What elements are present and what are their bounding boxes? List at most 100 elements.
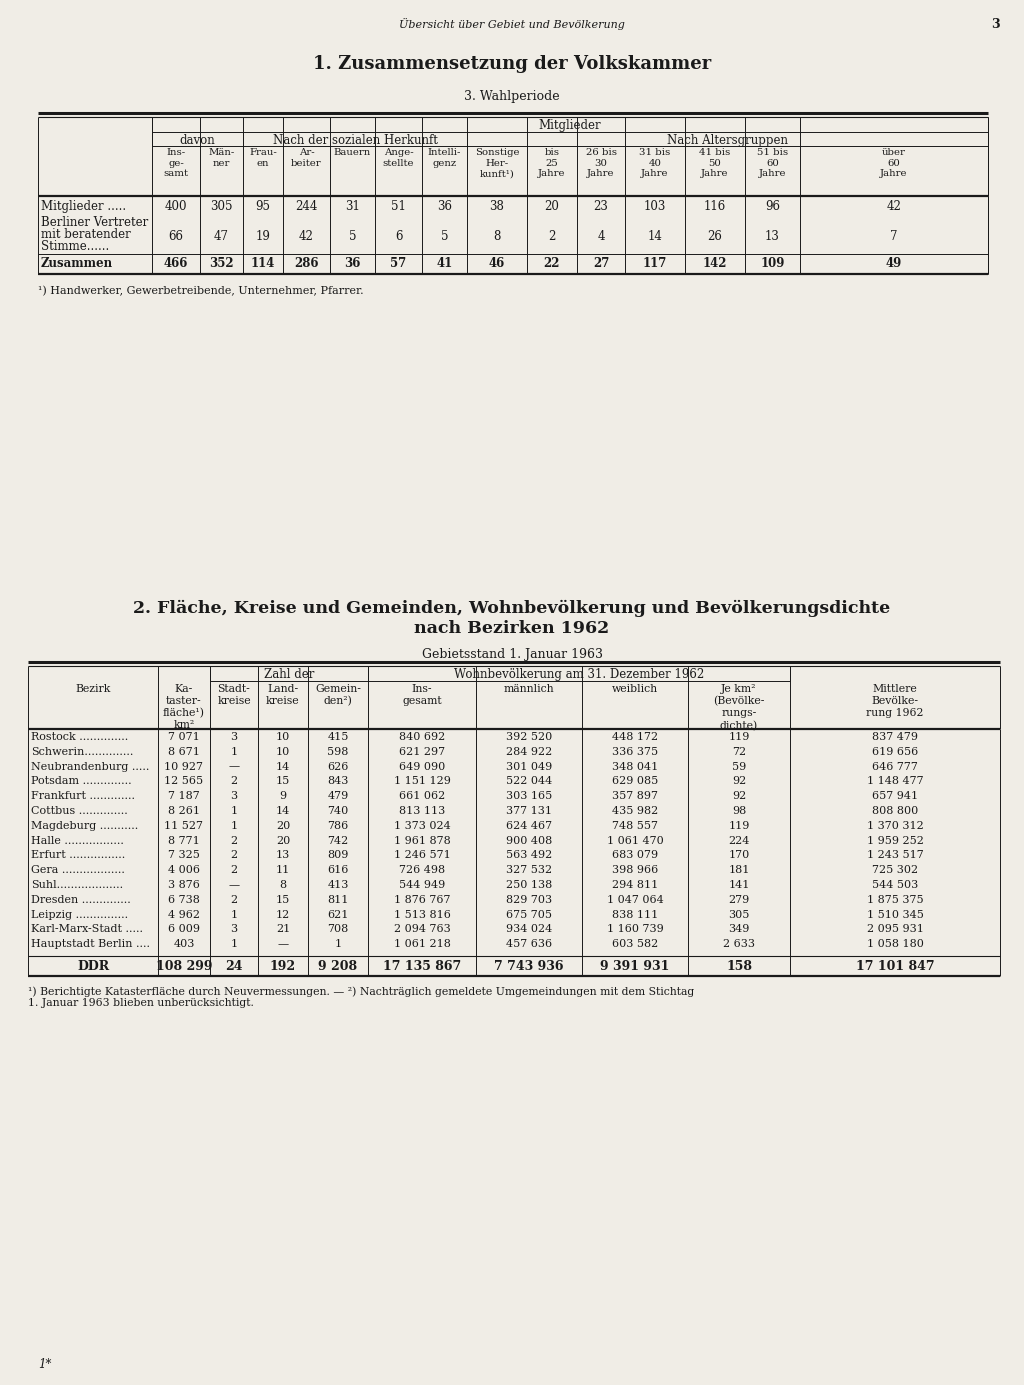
Text: 327 532: 327 532 xyxy=(506,866,552,875)
Text: 36: 36 xyxy=(344,258,360,270)
Text: 725 302: 725 302 xyxy=(872,866,919,875)
Text: 1 246 571: 1 246 571 xyxy=(393,850,451,860)
Text: 9 391 931: 9 391 931 xyxy=(600,960,670,974)
Text: 181: 181 xyxy=(728,866,750,875)
Text: 119: 119 xyxy=(728,821,750,831)
Text: 26 bis
30
Jahre: 26 bis 30 Jahre xyxy=(586,148,616,179)
Text: 3 876: 3 876 xyxy=(168,879,200,891)
Text: 4: 4 xyxy=(597,230,605,242)
Text: 21: 21 xyxy=(275,924,290,935)
Text: 2 095 931: 2 095 931 xyxy=(866,924,924,935)
Text: mit beratender: mit beratender xyxy=(41,229,131,241)
Text: 479: 479 xyxy=(328,791,348,801)
Text: Stimme......: Stimme...... xyxy=(41,240,110,253)
Text: 114: 114 xyxy=(251,258,275,270)
Text: Mitglieder: Mitglieder xyxy=(539,119,601,132)
Text: 1 061 470: 1 061 470 xyxy=(606,835,664,846)
Text: 7 071: 7 071 xyxy=(168,733,200,742)
Text: nach Bezirken 1962: nach Bezirken 1962 xyxy=(415,620,609,637)
Text: 661 062: 661 062 xyxy=(399,791,445,801)
Text: 31 bis
40
Jahre: 31 bis 40 Jahre xyxy=(639,148,671,179)
Text: 415: 415 xyxy=(328,733,349,742)
Text: 31: 31 xyxy=(345,199,360,213)
Text: 8: 8 xyxy=(280,879,287,891)
Text: Bezirk: Bezirk xyxy=(76,684,111,694)
Text: 657 941: 657 941 xyxy=(872,791,919,801)
Text: 1 151 129: 1 151 129 xyxy=(393,777,451,787)
Text: 47: 47 xyxy=(214,230,229,242)
Text: Karl-Marx-Stadt .....: Karl-Marx-Stadt ..... xyxy=(31,924,143,935)
Text: Män-
ner: Män- ner xyxy=(208,148,234,168)
Text: 284 922: 284 922 xyxy=(506,747,552,756)
Text: 1: 1 xyxy=(230,806,238,816)
Text: davon: davon xyxy=(179,134,215,147)
Text: Gera ..................: Gera .................. xyxy=(31,866,125,875)
Text: 42: 42 xyxy=(887,199,901,213)
Text: 305: 305 xyxy=(210,199,232,213)
Text: 51 bis
60
Jahre: 51 bis 60 Jahre xyxy=(757,148,788,179)
Text: 117: 117 xyxy=(643,258,668,270)
Text: 20: 20 xyxy=(275,821,290,831)
Text: 92: 92 xyxy=(732,791,746,801)
Text: 7 325: 7 325 xyxy=(168,850,200,860)
Text: 629 085: 629 085 xyxy=(612,777,658,787)
Text: 621: 621 xyxy=(328,910,349,920)
Text: 2 633: 2 633 xyxy=(723,939,755,949)
Text: 1 160 739: 1 160 739 xyxy=(606,924,664,935)
Text: Übersicht über Gebiet und Bevölkerung: Übersicht über Gebiet und Bevölkerung xyxy=(399,18,625,30)
Text: 1 148 477: 1 148 477 xyxy=(866,777,924,787)
Text: 98: 98 xyxy=(732,806,746,816)
Text: 27: 27 xyxy=(593,258,609,270)
Text: 348 041: 348 041 xyxy=(612,762,658,771)
Text: 141: 141 xyxy=(728,879,750,891)
Text: 24: 24 xyxy=(225,960,243,974)
Text: 808 800: 808 800 xyxy=(871,806,919,816)
Text: 457 636: 457 636 xyxy=(506,939,552,949)
Text: 1: 1 xyxy=(335,939,342,949)
Text: Potsdam ..............: Potsdam .............. xyxy=(31,777,132,787)
Text: 303 165: 303 165 xyxy=(506,791,552,801)
Text: 1 959 252: 1 959 252 xyxy=(866,835,924,846)
Text: 20: 20 xyxy=(545,199,559,213)
Text: 1 875 375: 1 875 375 xyxy=(866,895,924,904)
Text: 2: 2 xyxy=(230,850,238,860)
Text: Nach Altersgruppen: Nach Altersgruppen xyxy=(667,134,788,147)
Text: 109: 109 xyxy=(760,258,784,270)
Text: Rostock ..............: Rostock .............. xyxy=(31,733,128,742)
Text: 95: 95 xyxy=(256,199,270,213)
Text: 96: 96 xyxy=(765,199,780,213)
Text: 41: 41 xyxy=(436,258,453,270)
Text: 1 243 517: 1 243 517 xyxy=(866,850,924,860)
Text: Je km²
(Bevölke-
rungs-
dichte): Je km² (Bevölke- rungs- dichte) xyxy=(714,684,765,731)
Text: 250 138: 250 138 xyxy=(506,879,552,891)
Text: Gemein-
den²): Gemein- den²) xyxy=(315,684,360,706)
Text: 403: 403 xyxy=(173,939,195,949)
Text: Berliner Vertreter: Berliner Vertreter xyxy=(41,216,148,229)
Text: 9 208: 9 208 xyxy=(318,960,357,974)
Text: Suhl...................: Suhl................... xyxy=(31,879,123,891)
Text: 1 513 816: 1 513 816 xyxy=(393,910,451,920)
Text: Hauptstadt Berlin ....: Hauptstadt Berlin .... xyxy=(31,939,150,949)
Text: Land-
kreise: Land- kreise xyxy=(266,684,300,706)
Text: 1 047 064: 1 047 064 xyxy=(606,895,664,904)
Text: 38: 38 xyxy=(489,199,505,213)
Text: 840 692: 840 692 xyxy=(399,733,445,742)
Text: ¹) Berichtigte Katasterfläche durch Neuvermessungen. — ²) Nachträglich gemeldete: ¹) Berichtigte Katasterfläche durch Neuv… xyxy=(28,986,694,997)
Text: 1 876 767: 1 876 767 xyxy=(394,895,451,904)
Text: 352: 352 xyxy=(209,258,233,270)
Text: Leipzig ...............: Leipzig ............... xyxy=(31,910,128,920)
Text: bis
25
Jahre: bis 25 Jahre xyxy=(539,148,565,179)
Text: 23: 23 xyxy=(594,199,608,213)
Text: 92: 92 xyxy=(732,777,746,787)
Text: 1: 1 xyxy=(230,910,238,920)
Text: 646 777: 646 777 xyxy=(872,762,918,771)
Text: 11: 11 xyxy=(275,866,290,875)
Text: 544 949: 544 949 xyxy=(399,879,445,891)
Text: 14: 14 xyxy=(275,762,290,771)
Text: 224: 224 xyxy=(728,835,750,846)
Text: Sonstige
Her-
kunft¹): Sonstige Her- kunft¹) xyxy=(475,148,519,179)
Text: 400: 400 xyxy=(165,199,187,213)
Text: 3: 3 xyxy=(230,924,238,935)
Text: 12: 12 xyxy=(275,910,290,920)
Text: Ka-
taster-
fläche¹)
km²: Ka- taster- fläche¹) km² xyxy=(163,684,205,730)
